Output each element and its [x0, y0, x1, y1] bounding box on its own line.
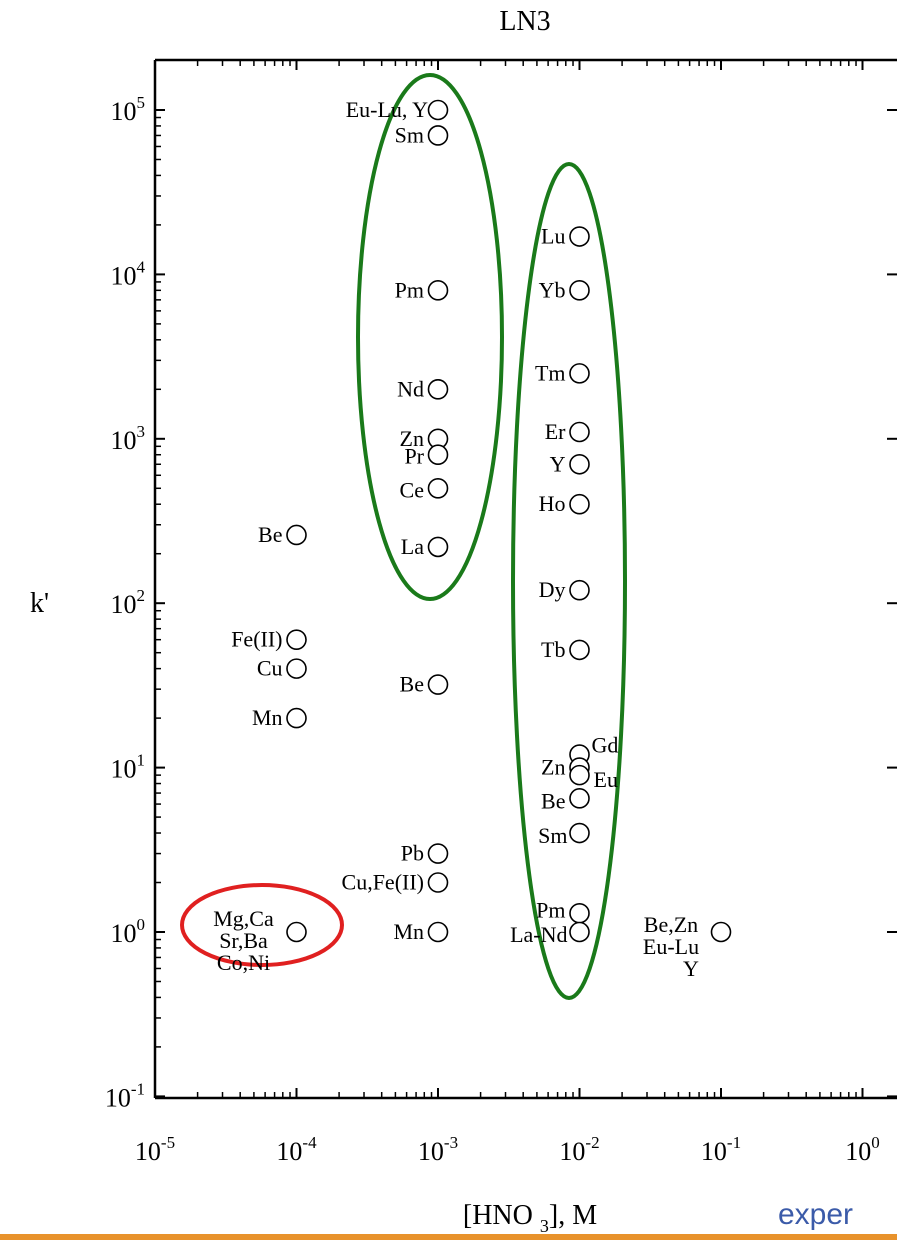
- data-point: [427, 477, 449, 499]
- point-label: Fe(II): [231, 627, 282, 652]
- point-label: Tm: [535, 360, 566, 385]
- data-point: [569, 639, 590, 661]
- data-point: [569, 921, 590, 943]
- point-label: Y: [550, 451, 566, 476]
- x-axis-title-unit: ], M: [549, 1200, 597, 1231]
- y-tick-label: 105: [111, 93, 146, 126]
- data-point: [286, 707, 307, 729]
- data-point: [286, 921, 307, 943]
- axes: 10-1 100 101 102 103 104 105 10-5 10-4 10-3 10-2 10…: [105, 58, 897, 1166]
- data-point: [569, 421, 590, 443]
- point-label: Nd: [397, 376, 424, 401]
- point-label: Zn: [400, 426, 424, 451]
- x-tick-label: 10-5: [135, 1133, 175, 1166]
- x-axis-title: [HNO 3], M: [463, 1200, 597, 1236]
- x-tick-label: 10-3: [418, 1133, 458, 1166]
- data-point: [569, 579, 590, 601]
- data-point: [427, 674, 449, 695]
- data-point: [286, 629, 307, 650]
- data-point: [569, 453, 590, 475]
- point-label: Pb: [401, 841, 424, 866]
- highlight-ellipses: [180, 73, 627, 1000]
- point-label: Ce: [400, 477, 424, 502]
- data-point: [427, 536, 449, 558]
- y-tick-label: 100: [111, 915, 146, 948]
- point-label: Pm: [536, 897, 565, 922]
- x-axis-title-subscript: 3: [540, 1216, 549, 1236]
- point-label: Tb: [541, 637, 565, 662]
- watermark-text: exper: [778, 1198, 854, 1231]
- x-axis-title-text: [HNO: [463, 1200, 533, 1231]
- point-label: Be,Zn Eu-Lu Y: [643, 912, 699, 981]
- data-points: [286, 99, 732, 943]
- data-point: [427, 99, 449, 121]
- point-label: Lu: [541, 224, 565, 249]
- point-label: Sm: [395, 122, 424, 147]
- y-tick-label: 101: [111, 751, 146, 784]
- point-label: Dy: [539, 577, 566, 602]
- data-point: [427, 921, 449, 943]
- data-point: [569, 788, 590, 809]
- x-tick-label: 100: [845, 1133, 880, 1166]
- point-label: Mg,Ca Sr,Ba Co,Ni: [213, 906, 274, 975]
- point-label: Cu,Fe(II): [342, 870, 424, 895]
- data-point: [286, 658, 307, 679]
- data-point: [427, 872, 449, 893]
- point-label: Cu: [257, 656, 283, 681]
- data-point: [427, 444, 449, 466]
- point-label: Zn: [541, 755, 565, 780]
- point-label: Sm: [538, 823, 567, 848]
- point-label: La: [401, 534, 424, 559]
- point-label: Eu: [594, 767, 618, 792]
- data-point: [427, 379, 449, 400]
- point-label: Yb: [539, 277, 566, 302]
- y-axis-title: k': [30, 588, 49, 619]
- data-point: [427, 125, 449, 146]
- data-point: [569, 764, 590, 786]
- data-point: [569, 363, 590, 384]
- point-label: Ho: [539, 491, 566, 516]
- point-label: Be: [400, 672, 424, 697]
- point-label: Be: [541, 788, 565, 813]
- point-label: Gd: [592, 733, 619, 758]
- x-tick-label: 10-2: [559, 1133, 599, 1166]
- highlight-ellipse: [356, 73, 504, 601]
- point-label: Er: [545, 419, 566, 444]
- data-point: [569, 822, 590, 844]
- data-point: [427, 280, 449, 301]
- chart-title: LN3: [499, 6, 550, 37]
- point-label: Pr: [404, 444, 424, 469]
- bottom-accent-bar: [0, 1234, 897, 1240]
- data-point: [569, 902, 590, 924]
- y-tick-label: 103: [111, 422, 146, 455]
- x-tick-label: 10-1: [701, 1133, 741, 1166]
- data-point: [569, 493, 590, 515]
- y-tick-label: 104: [111, 257, 146, 290]
- point-label: La-Nd: [510, 922, 567, 947]
- point-label: Pm: [395, 277, 424, 302]
- y-tick-label: 102: [111, 586, 146, 619]
- highlight-ellipse: [180, 883, 344, 967]
- x-tick-label: 10-4: [276, 1133, 317, 1166]
- data-point: [569, 280, 590, 301]
- point-label: Eu-Lu, Y: [346, 97, 428, 122]
- point-label: Mn: [393, 919, 424, 944]
- y-tick-label: 10-1: [105, 1079, 145, 1112]
- data-point: [569, 226, 590, 247]
- highlight-ellipse: [511, 162, 627, 1000]
- data-point: [286, 524, 307, 546]
- data-point: [427, 843, 449, 864]
- point-label: Mn: [252, 705, 283, 730]
- data-point: [710, 921, 732, 943]
- point-label: Be: [258, 522, 282, 547]
